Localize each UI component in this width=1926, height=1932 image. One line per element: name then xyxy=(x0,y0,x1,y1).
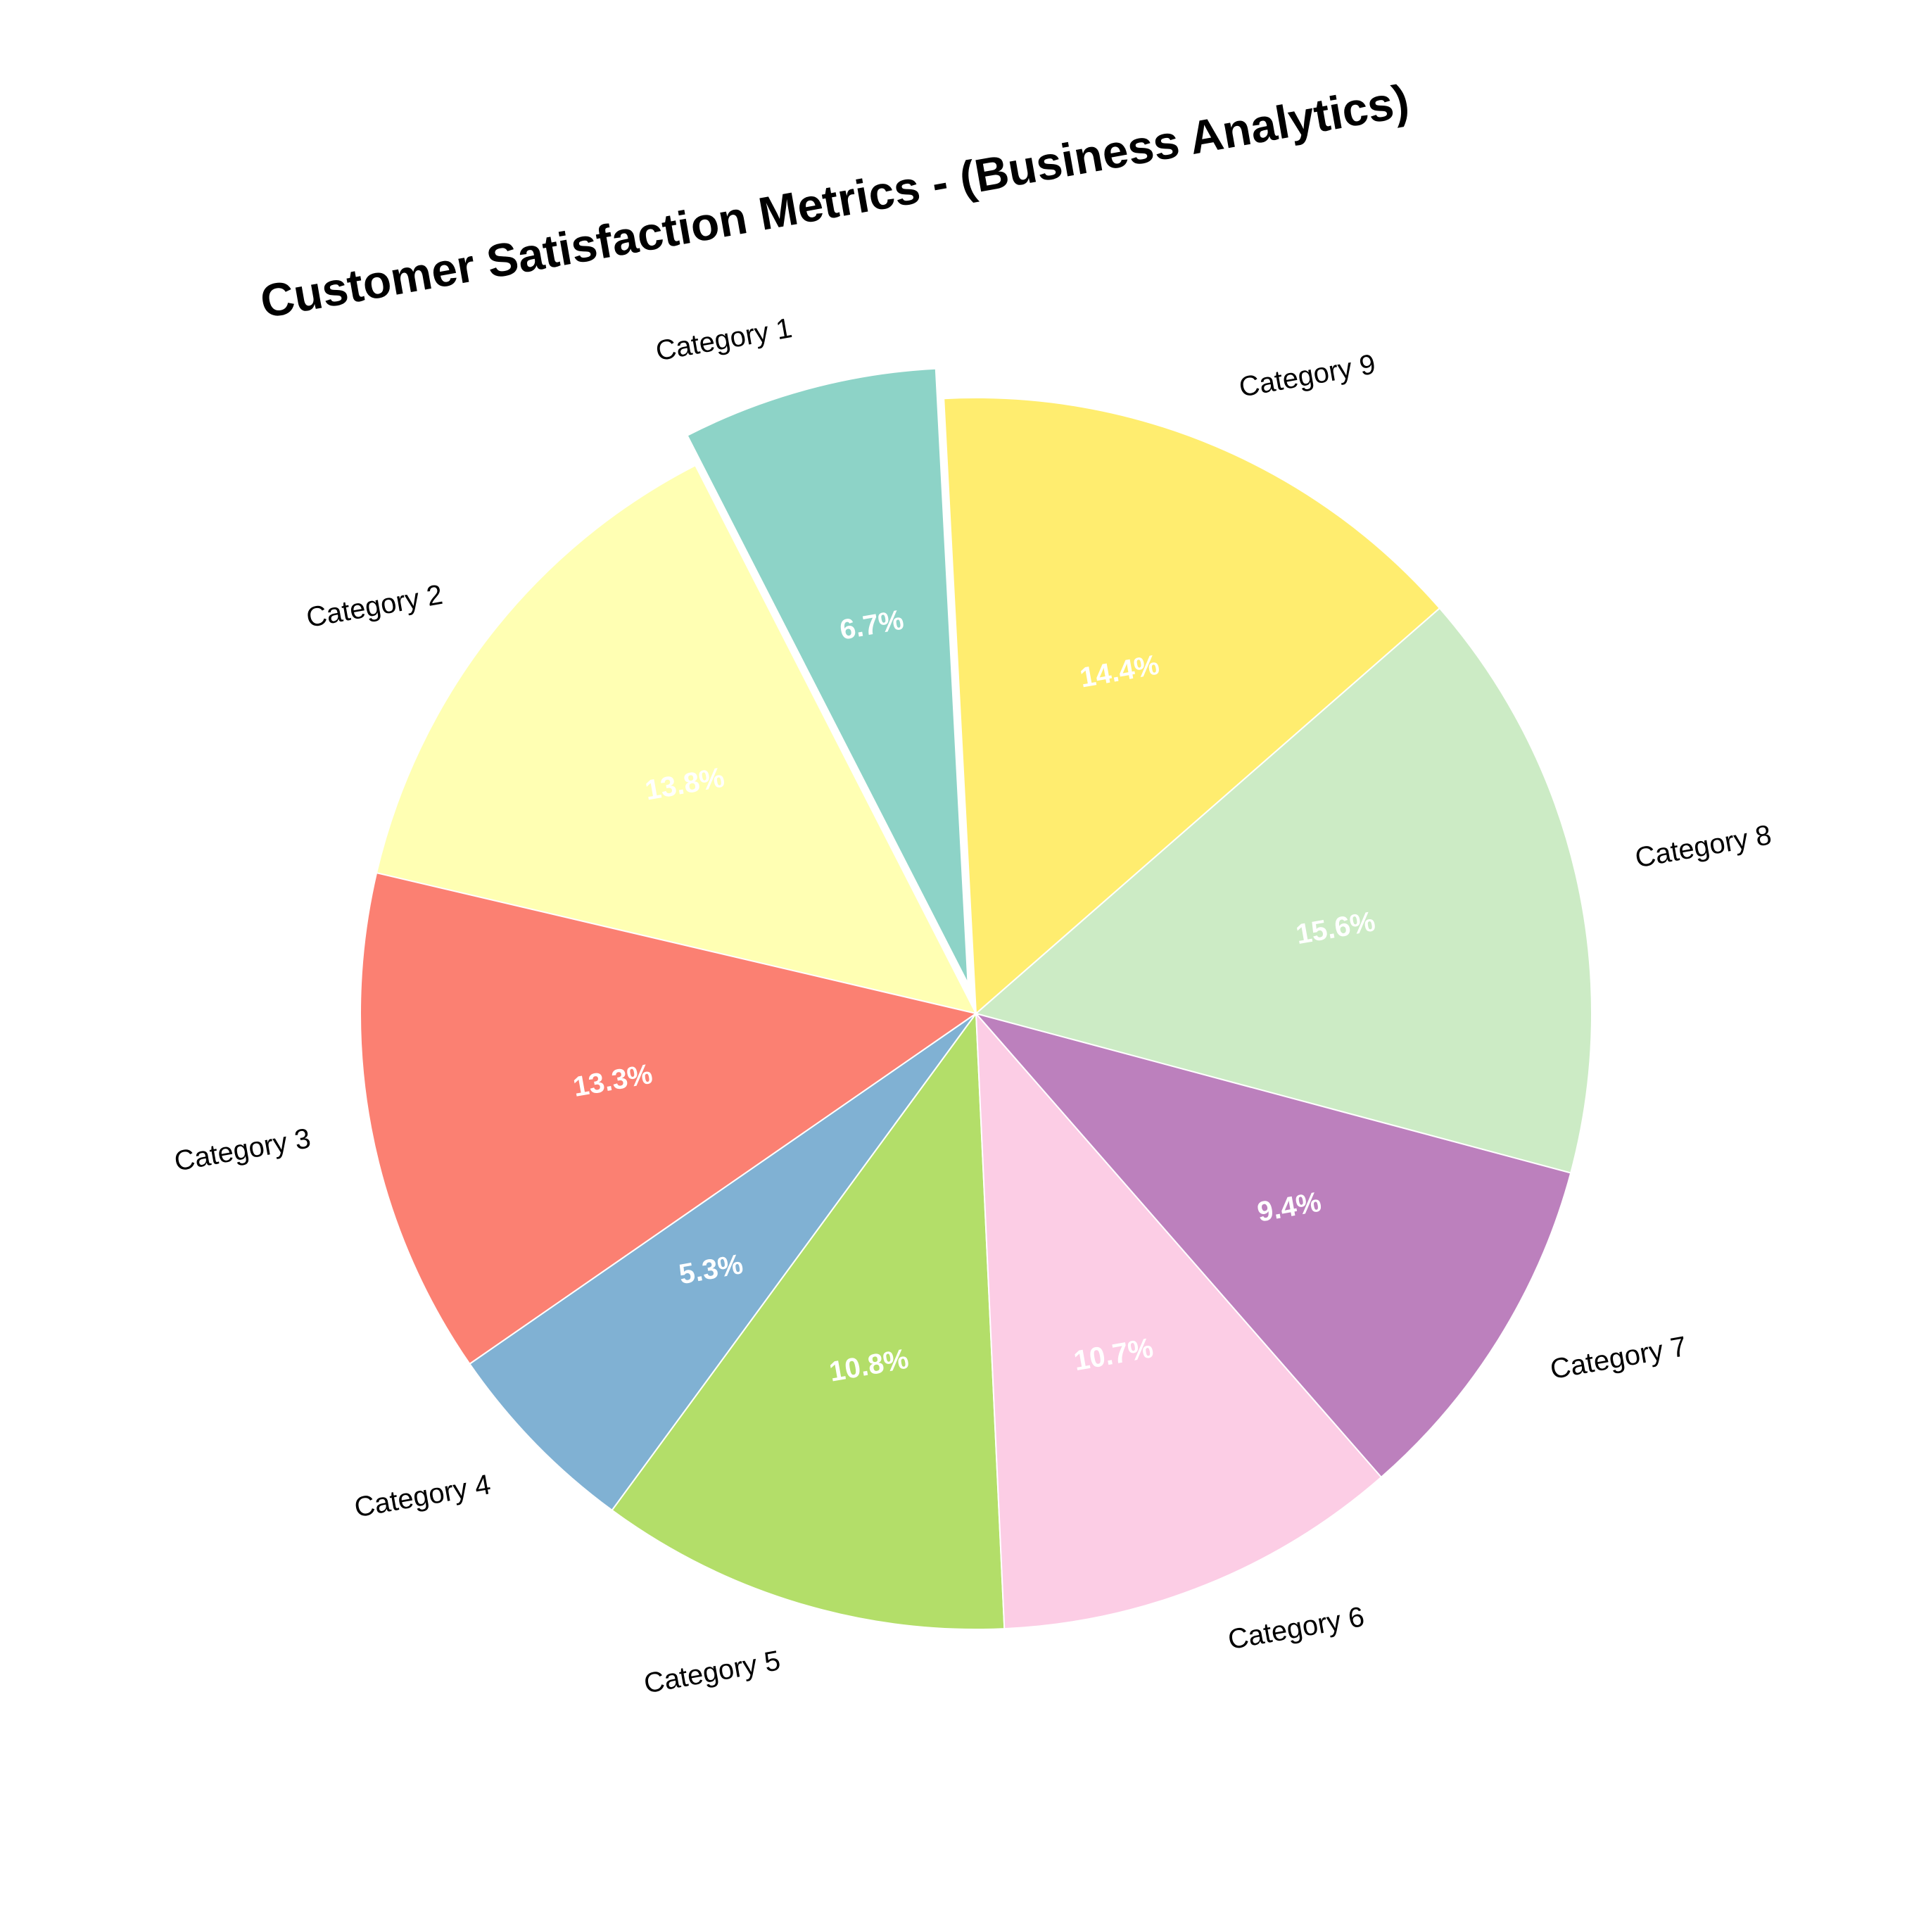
pie-slice-category-3 xyxy=(360,871,978,1365)
pie-category-label-category-1: Category 1 xyxy=(654,312,794,367)
pie-slice-category-7 xyxy=(974,1012,1572,1479)
pie-category-label-category-9: Category 9 xyxy=(1237,348,1378,403)
pie-slice-category-4 xyxy=(469,1013,977,1512)
pie-category-label-category-7: Category 7 xyxy=(1548,1331,1689,1385)
pie-category-label-category-8: Category 8 xyxy=(1633,819,1773,873)
pie-slices xyxy=(360,367,1592,1630)
pie-slice-category-9 xyxy=(943,397,1441,1016)
pie-category-label-category-3: Category 3 xyxy=(172,1123,312,1177)
pie-category-label-category-5: Category 5 xyxy=(642,1645,783,1699)
chart-title: Customer Satisfaction Metrics - (Busines… xyxy=(257,74,1413,327)
pie-slice-category-8 xyxy=(974,607,1592,1174)
pie-slice-category-2 xyxy=(375,464,977,1015)
pie-slice-category-5 xyxy=(611,1011,1006,1630)
pie-category-label-category-2: Category 2 xyxy=(304,579,445,633)
pie-category-label-category-6: Category 6 xyxy=(1226,1601,1367,1655)
pie-slice-category-6 xyxy=(975,1011,1383,1630)
pie-slice-category-1 xyxy=(686,367,969,984)
pie-category-label-category-4: Category 4 xyxy=(352,1469,493,1523)
